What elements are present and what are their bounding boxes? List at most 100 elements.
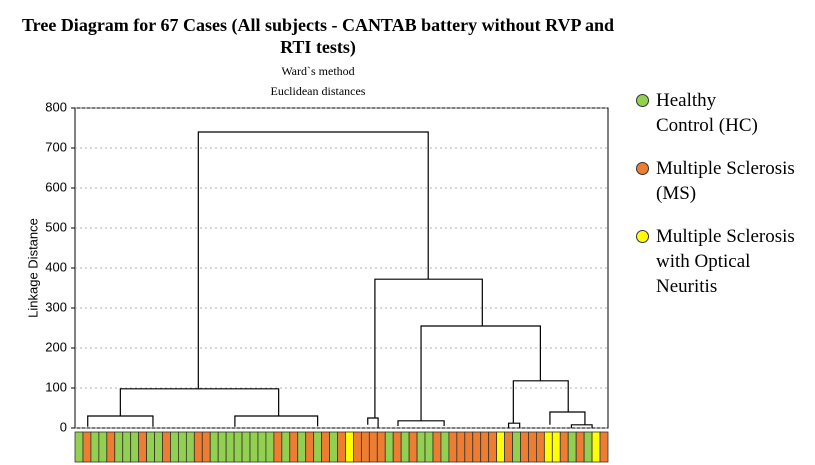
leaf-cell xyxy=(448,431,458,463)
leaf-cell xyxy=(504,431,513,463)
dendrogram-link xyxy=(420,325,541,421)
leaf-cell xyxy=(82,431,92,463)
legend-item: Multiple Sclerosis (MS) xyxy=(636,156,806,206)
legend-label: Multiple Sclerosis with Optical Neuritis xyxy=(656,226,795,297)
leaf-cell xyxy=(162,431,171,463)
legend-label: Healthy Control (HC) xyxy=(656,90,758,136)
leaf-cell xyxy=(329,431,338,463)
dendrogram-link xyxy=(374,278,483,418)
leaf-cell xyxy=(321,431,330,463)
legend-item: Multiple Sclerosis with Optical Neuritis xyxy=(636,224,815,299)
leaf-cell xyxy=(416,431,426,463)
leaf-cell xyxy=(464,431,474,463)
leaf-cell xyxy=(567,431,577,463)
chart-title: Tree Diagram for 67 Cases (All subjects … xyxy=(22,15,614,57)
dendrogram-link xyxy=(570,424,593,428)
leaf-cell xyxy=(225,431,235,463)
leaf-cell xyxy=(74,431,84,463)
leaf-cell xyxy=(599,431,609,463)
leaf-cell xyxy=(408,431,418,463)
leaf-cell xyxy=(122,431,132,463)
chart-subtitle: Ward`s method xyxy=(281,64,355,78)
leaf-cell xyxy=(543,431,553,463)
leaf-cell xyxy=(313,431,323,463)
leaf-cell xyxy=(376,431,386,463)
y-tick-label: 200 xyxy=(45,339,67,354)
dendrogram-link xyxy=(507,422,521,428)
leaf-cell xyxy=(480,431,490,463)
leaf-cell xyxy=(273,431,283,463)
leaf-cell xyxy=(249,431,259,463)
leaf-cell xyxy=(297,431,307,463)
chart-subtitle: Euclidean distances xyxy=(270,84,366,98)
leaf-cell xyxy=(353,431,362,463)
leaf-cell xyxy=(170,431,179,463)
dendrogram-link xyxy=(367,417,379,428)
dendrogram-link xyxy=(197,131,429,389)
leaf-cell xyxy=(400,431,410,463)
leaf-cell xyxy=(233,431,243,463)
leaf-cell xyxy=(114,431,124,463)
y-tick-label: 300 xyxy=(45,299,67,314)
y-tick-label: 600 xyxy=(45,179,67,194)
dendrogram-link xyxy=(512,380,569,424)
dendrogram-link xyxy=(87,415,154,427)
dendrogram-link xyxy=(119,388,280,416)
leaf-cell xyxy=(178,431,187,463)
leaf-cell xyxy=(368,431,378,463)
leaf-cell xyxy=(384,431,394,463)
leaf-cell xyxy=(559,431,569,463)
legend-marker xyxy=(636,230,649,243)
leaf-cell xyxy=(424,431,434,463)
leaf-cell xyxy=(305,431,315,463)
leaf-cell xyxy=(106,431,116,463)
y-tick-label: 500 xyxy=(45,219,67,234)
legend-item: Healthy Control (HC) xyxy=(636,88,776,138)
y-tick-label: 700 xyxy=(45,139,67,154)
leaf-cell xyxy=(575,431,585,463)
dendrogram-link xyxy=(397,420,445,426)
dendrogram-link xyxy=(549,411,586,425)
leaf-cell xyxy=(193,431,203,463)
chart: 0 100 200 300 400 500 600 700 800 Linkage Distanc… xyxy=(25,99,609,463)
leaf-cell xyxy=(217,431,227,463)
leaf-cell xyxy=(583,431,593,463)
leaf-cell xyxy=(440,431,450,463)
leaf-cell xyxy=(265,431,275,463)
leaf-cell xyxy=(257,431,267,463)
leaf-cell xyxy=(488,431,498,463)
y-tick-label: 0 xyxy=(60,419,67,434)
legend-label: Multiple Sclerosis (MS) xyxy=(656,158,795,204)
legend: Healthy Control (HC) Multiple Sclerosis (… xyxy=(636,88,815,317)
leaf-cell xyxy=(528,431,537,463)
leaf-cell xyxy=(456,431,466,463)
leaf-cell xyxy=(154,431,163,463)
leaf-cell xyxy=(432,431,442,463)
leaf-cell xyxy=(146,431,155,463)
leaf-cell xyxy=(98,431,108,463)
leaf-cell xyxy=(496,431,505,463)
leaf-cell xyxy=(512,431,521,463)
y-tick-label: 400 xyxy=(45,259,67,274)
leaf-cell xyxy=(345,431,354,463)
leaf-cell xyxy=(209,431,219,463)
leaf-cell xyxy=(289,431,299,463)
leaf-cell xyxy=(472,431,482,463)
leaf-cell xyxy=(281,431,291,463)
leaf-cell xyxy=(520,431,529,463)
leaf-cell xyxy=(138,431,147,463)
y-tick-label: 800 xyxy=(45,99,67,114)
leaf-cell xyxy=(130,431,140,463)
y-axis-label: Linkage Distance xyxy=(25,218,40,318)
leaf-cell xyxy=(90,431,100,463)
leaf-cell xyxy=(185,431,195,463)
dendrogram-link xyxy=(234,415,319,427)
leaf-cell xyxy=(360,431,370,463)
leaf-cell xyxy=(392,431,402,463)
leaf-cell xyxy=(241,431,251,463)
leaf-cell xyxy=(551,431,561,463)
leaf-cell xyxy=(337,431,346,463)
legend-marker xyxy=(636,94,649,107)
y-tick-label: 100 xyxy=(45,379,67,394)
